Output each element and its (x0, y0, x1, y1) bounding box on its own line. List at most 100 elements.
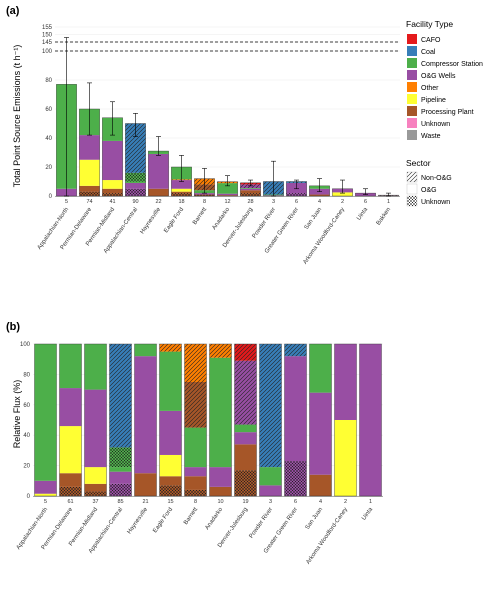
bar-outline (259, 343, 282, 497)
bar-count-label: 21 (142, 499, 148, 505)
y-tick-label: 80 (23, 372, 30, 378)
bar-outline (209, 343, 232, 497)
x-tick-label: Haynesville (127, 506, 150, 535)
bar-segment-processing-plant (102, 188, 123, 194)
legend-swatch-waste (407, 130, 417, 140)
bar-segment-pattern-unknown (171, 193, 192, 196)
bar-count-label: 3 (272, 199, 275, 205)
bar-segment-processing-plant (148, 188, 169, 196)
bar-segment-processing-plant (309, 474, 332, 496)
x-tick-label: Bakken (376, 207, 392, 227)
bar-count-label: 90 (132, 199, 138, 205)
bar-segment-processing-plant (217, 195, 238, 196)
legend-title-facility: Facility Type (406, 19, 453, 29)
y-tick-label: 80 (45, 78, 52, 84)
bar-segment-oandg-wells (125, 182, 146, 189)
bar-segment-compressor-station (109, 467, 132, 472)
bar-segment-oandg-wells (359, 344, 382, 496)
y-axis-label-a: Total Point Source Emissions (t h⁻¹) (12, 45, 22, 188)
y-tick-label: 60 (45, 107, 52, 113)
bar-segment-processing-plant (240, 190, 261, 194)
bar-count-label: 41 (109, 199, 115, 205)
legend-label-compressor-station: Compressor Station (421, 61, 483, 68)
bar-segment-pipeline (334, 420, 357, 496)
bar-segment-pipeline (171, 188, 192, 192)
bar-segment-pipeline (102, 180, 123, 189)
bar-segment-compressor-station (159, 351, 182, 411)
bar-segment-compressor-station (125, 181, 146, 183)
x-tick-label: San Juan (305, 507, 324, 531)
bar-segment-pattern-unknown (284, 461, 307, 496)
y-tick-label: 0 (27, 494, 31, 500)
bar-segment-processing-plant (184, 476, 207, 490)
legend-label-waste: Waste (421, 133, 441, 140)
x-tick-label: San Juan (304, 207, 323, 231)
bar-count-label: 5 (44, 499, 47, 505)
legend-swatch-oandg (406, 183, 418, 195)
bar-segment-pattern-unknown (102, 193, 123, 196)
bar-count-label: 19 (242, 499, 248, 505)
bar-segment-pattern-unknown (79, 191, 100, 196)
legend-label-sector-non-oandg: Non-O&G (421, 175, 452, 182)
bar-segment-pattern-unknown (125, 172, 146, 182)
y-tick-label: 0 (49, 194, 53, 200)
bar-segment-compressor-station (59, 344, 82, 389)
bar-count-label: 6 (364, 199, 367, 205)
legend: Facility Type Sector CAFO Coal Compressor … (406, 19, 483, 207)
bar-segment-processing-plant (79, 185, 100, 192)
bar-segment-pattern-non-oandg (234, 344, 257, 361)
bar-outline (84, 343, 107, 497)
y-tick-label: 145 (42, 40, 53, 46)
legend-swatch-coal (407, 46, 417, 56)
bar-segment-pattern-non-oandg (234, 360, 257, 425)
bar-segment-pattern-non-oandg (184, 344, 207, 382)
bar-segment-processing-plant (134, 473, 157, 496)
bar-segment-pipeline (79, 159, 100, 186)
bar-outline (109, 343, 132, 497)
legend-label-oandg-wells: O&G Wells (421, 73, 456, 80)
bar-outline (134, 343, 157, 497)
x-tick-label: Eagle Ford (163, 207, 185, 234)
bar-segment-processing-plant (159, 476, 182, 486)
bar-segment-pattern-non-oandg (209, 344, 232, 358)
bar-segment-processing-plant (309, 194, 330, 196)
x-tick-label: Powder River (252, 207, 278, 240)
y-tick-label: 20 (23, 464, 30, 470)
bar-segment-oandg-wells (79, 135, 100, 160)
bar-count-label: 8 (203, 199, 206, 205)
bar-count-label: 2 (344, 499, 347, 505)
bar-segment-pattern-unknown (240, 193, 261, 196)
legend-label-unknown: Unknown (421, 121, 450, 128)
bar-count-label: 12 (224, 199, 230, 205)
bar-outline (159, 343, 182, 497)
bar-segment-oandg-wells (84, 389, 107, 468)
bar-count-label: 74 (86, 199, 92, 205)
bar-segment-pattern-unknown (194, 194, 215, 196)
bar-segment-oandg-wells (171, 180, 192, 189)
bar-count-label: 15 (167, 499, 173, 505)
legend-pattern-hatch (407, 172, 417, 182)
bar-segment-compressor-station (234, 424, 257, 433)
bar-segment-pattern-unknown (159, 485, 182, 496)
bar-segment-pattern-unknown (286, 193, 307, 196)
bar-outline (59, 343, 82, 497)
y-tick-label: 40 (45, 136, 52, 142)
bar-count-label: 10 (217, 499, 223, 505)
bar-segment-processing-plant (234, 444, 257, 471)
bar-segment-compressor-station (240, 188, 261, 189)
bar-segment-pattern-non-oandg (284, 344, 307, 357)
legend-label-sector-unknown: Unknown (421, 199, 450, 206)
bar-count-label: 6 (295, 199, 298, 205)
bar-segment-pattern-non-oandg (109, 344, 132, 448)
bar-segment-pattern-unknown (109, 483, 132, 496)
bar-segment-pattern-non-oandg (259, 344, 282, 468)
legend-label-other: Other (421, 85, 439, 92)
bar-segment-oandg-wells (34, 480, 57, 494)
legend-swatch-compressor-station (407, 58, 417, 68)
bar-segment-oandg-wells (259, 485, 282, 496)
bar-segment-oandg-wells (240, 188, 261, 191)
bar-segment-pipeline (84, 467, 107, 484)
bar-segment-oandg-wells (194, 193, 215, 195)
x-tick-label: Uinta (356, 206, 369, 221)
bar-count-label: 1 (369, 499, 372, 505)
